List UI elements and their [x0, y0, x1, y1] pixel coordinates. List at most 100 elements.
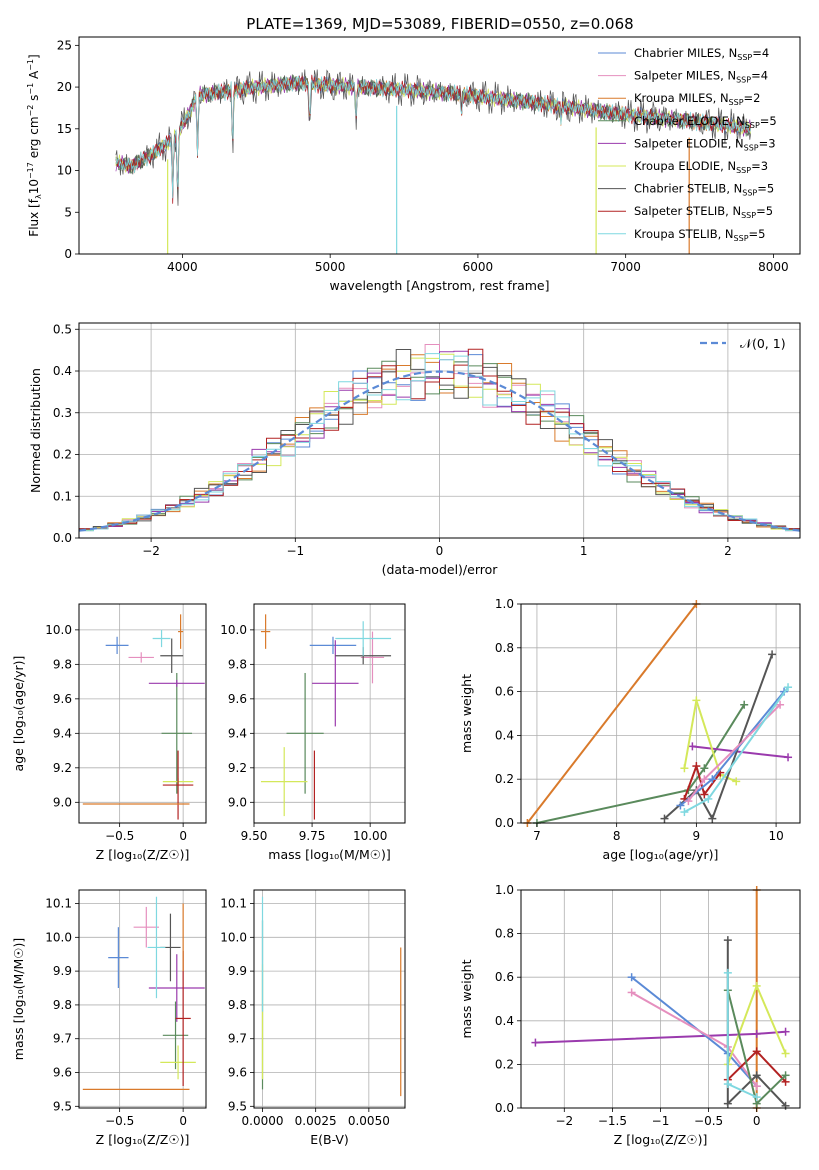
x-tick-label: 10 [768, 829, 783, 843]
legend-entry: Kroupa STELIB, NSSP=5 [634, 227, 765, 243]
mass-weight-vs-metallicity-panel: −2 −1.5 −1 −0.5 0 0.0 0.2 0.4 0.6 0.8 1.0 Z [log₁₀(… [459, 883, 801, 1147]
x-tick-label: 9.75 [299, 829, 326, 843]
x-tick-label: 0.0025 [295, 1114, 337, 1128]
x-tick-label: 0 [753, 1114, 761, 1128]
y-tick-label: 15 [57, 122, 72, 136]
series-line [683, 762, 722, 800]
y-tick-label: 0.0 [495, 816, 514, 830]
x-tick-label: 1 [580, 544, 588, 558]
x-axis-label: Z [log₁₀(Z/Z☉)] [96, 1132, 190, 1147]
axes-frame [78, 603, 207, 824]
residuals-panel: −2 −1 0 1 2 0.0 0.1 0.2 0.3 0.4 0.5 (data-model)/er… [28, 322, 801, 577]
y-tick-label: 1.0 [495, 883, 514, 897]
y-tick-label: 9.8 [53, 998, 72, 1012]
axes-frame [253, 889, 406, 1109]
y-tick-label: 9.8 [228, 998, 247, 1012]
y-tick-label: 9.6 [53, 692, 72, 706]
y-tick-label: 9.6 [228, 1066, 247, 1080]
y-tick-label: 9.6 [53, 1066, 72, 1080]
x-tick-label: 0.0050 [348, 1114, 390, 1128]
y-tick-label: 0.4 [495, 728, 514, 742]
y-tick-label: 0.6 [495, 685, 514, 699]
x-tick-label: 9 [693, 829, 701, 843]
y-tick-label: 9.2 [53, 761, 72, 775]
y-tick-label: 0.8 [495, 927, 514, 941]
legend-entry: Chabrier MILES, NSSP=4 [634, 46, 769, 62]
mass-weight-vs-age-panel: 7 8 9 10 0.0 0.2 0.4 0.6 0.8 1.0 age [log₁₀(age/yr… [459, 597, 801, 862]
mass-vs-ebv-panel: 0.0000 0.0025 0.0050 9.5 9.6 9.7 9.8 9.9 10.0 10.… [220, 889, 406, 1147]
y-tick-label: 0.6 [495, 970, 514, 984]
x-tick-label: 7000 [610, 260, 641, 274]
y-tick-label: 0.4 [495, 1014, 514, 1028]
y-axis-label: Flux [fλ10−17 erg cm−2 s−1 A−1] [26, 54, 43, 236]
y-tick-label: 0.0 [495, 1101, 514, 1115]
y-tick-label: 25 [57, 38, 72, 52]
y-tick-label: 9.7 [228, 1032, 247, 1046]
series-line [663, 654, 774, 821]
x-axis-label: mass [log₁₀(M/M☉)] [268, 847, 390, 862]
series-line [536, 704, 746, 824]
y-tick-label: 0.4 [53, 364, 72, 378]
y-tick-label: 0.3 [53, 406, 72, 420]
x-axis-label: Z [log₁₀(Z/Z☉)] [96, 847, 190, 862]
y-tick-label: 0.5 [53, 322, 72, 336]
y-tick-label: 9.4 [53, 726, 72, 740]
y-tick-label: 9.9 [53, 964, 72, 978]
y-axis-label: mass weight [459, 959, 474, 1038]
series-line [526, 603, 698, 824]
y-tick-label: 10.0 [45, 623, 72, 637]
age-vs-mass-panel: 9.50 9.75 10.00 9.0 9.2 9.4 9.6 9.8 10.0 mass [lo… [220, 603, 406, 862]
x-tick-label: 0 [179, 829, 187, 843]
y-axis-label: mass weight [459, 674, 474, 753]
y-tick-label: 10 [57, 164, 72, 178]
y-tick-label: 9.2 [228, 761, 247, 775]
x-tick-label: −1 [286, 544, 304, 558]
x-tick-label: 0 [436, 544, 444, 558]
legend-entry: Salpeter STELIB, NSSP=5 [634, 204, 773, 220]
y-tick-label: 10.0 [220, 623, 247, 637]
gaussian-curve [78, 370, 801, 532]
y-tick-label: 9.9 [228, 964, 247, 978]
series-line [683, 700, 737, 783]
y-tick-label: 1.0 [495, 597, 514, 611]
x-tick-label: 7 [533, 829, 541, 843]
x-axis-label: Z [log₁₀(Z/Z☉)] [614, 1132, 708, 1147]
x-tick-label: −0.5 [105, 829, 134, 843]
y-tick-label: 0.0 [53, 531, 72, 545]
axes-frame [78, 36, 801, 255]
y-tick-label: 20 [57, 80, 72, 94]
y-tick-label: 10.1 [220, 897, 247, 911]
axes-frame [253, 603, 406, 824]
axes-frame [78, 889, 207, 1109]
y-tick-label: 10.0 [45, 930, 72, 944]
x-axis-label: wavelength [Angstrom, rest frame] [329, 278, 549, 293]
age-vs-metallicity-panel: −0.5 0 9.0 9.2 9.4 9.6 9.8 10.0 Z [log₁₀(Z/Z☉)] a… [11, 603, 207, 862]
y-tick-label: 0 [64, 247, 72, 261]
series-line [692, 745, 789, 759]
histogram-step [79, 348, 800, 530]
legend-entry: 𝒩(0, 1) [740, 336, 786, 351]
x-axis-label: (data-model)/error [382, 562, 499, 577]
x-tick-label: 0.0000 [242, 1114, 284, 1128]
x-tick-label: 8 [613, 829, 621, 843]
x-tick-label: 8000 [758, 260, 789, 274]
x-tick-label: 4000 [167, 260, 198, 274]
spectrum-line [115, 75, 752, 199]
legend-entry: Chabrier ELODIE, NSSP=5 [634, 114, 777, 130]
y-tick-label: 9.6 [228, 692, 247, 706]
legend-entry: Kroupa ELODIE, NSSP=3 [634, 159, 768, 175]
x-tick-label: −0.5 [694, 1114, 723, 1128]
legend-entry: Kroupa MILES, NSSP=2 [634, 91, 760, 107]
y-tick-label: 9.4 [228, 726, 247, 740]
y-tick-label: 9.8 [53, 657, 72, 671]
legend-entry: Chabrier STELIB, NSSP=5 [634, 182, 774, 198]
y-tick-label: 0.2 [53, 448, 72, 462]
spectrum-line [115, 74, 752, 204]
x-tick-label: 9.50 [241, 829, 268, 843]
spectrum-panel: 4000 5000 6000 7000 8000 0 5 10 15 20 25 wavelength… [26, 36, 801, 293]
y-axis-label: mass [log₁₀(M/M☉)] [11, 938, 26, 1060]
histogram-step [79, 353, 800, 532]
y-tick-label: 9.5 [228, 1099, 247, 1113]
y-tick-label: 5 [64, 205, 72, 219]
